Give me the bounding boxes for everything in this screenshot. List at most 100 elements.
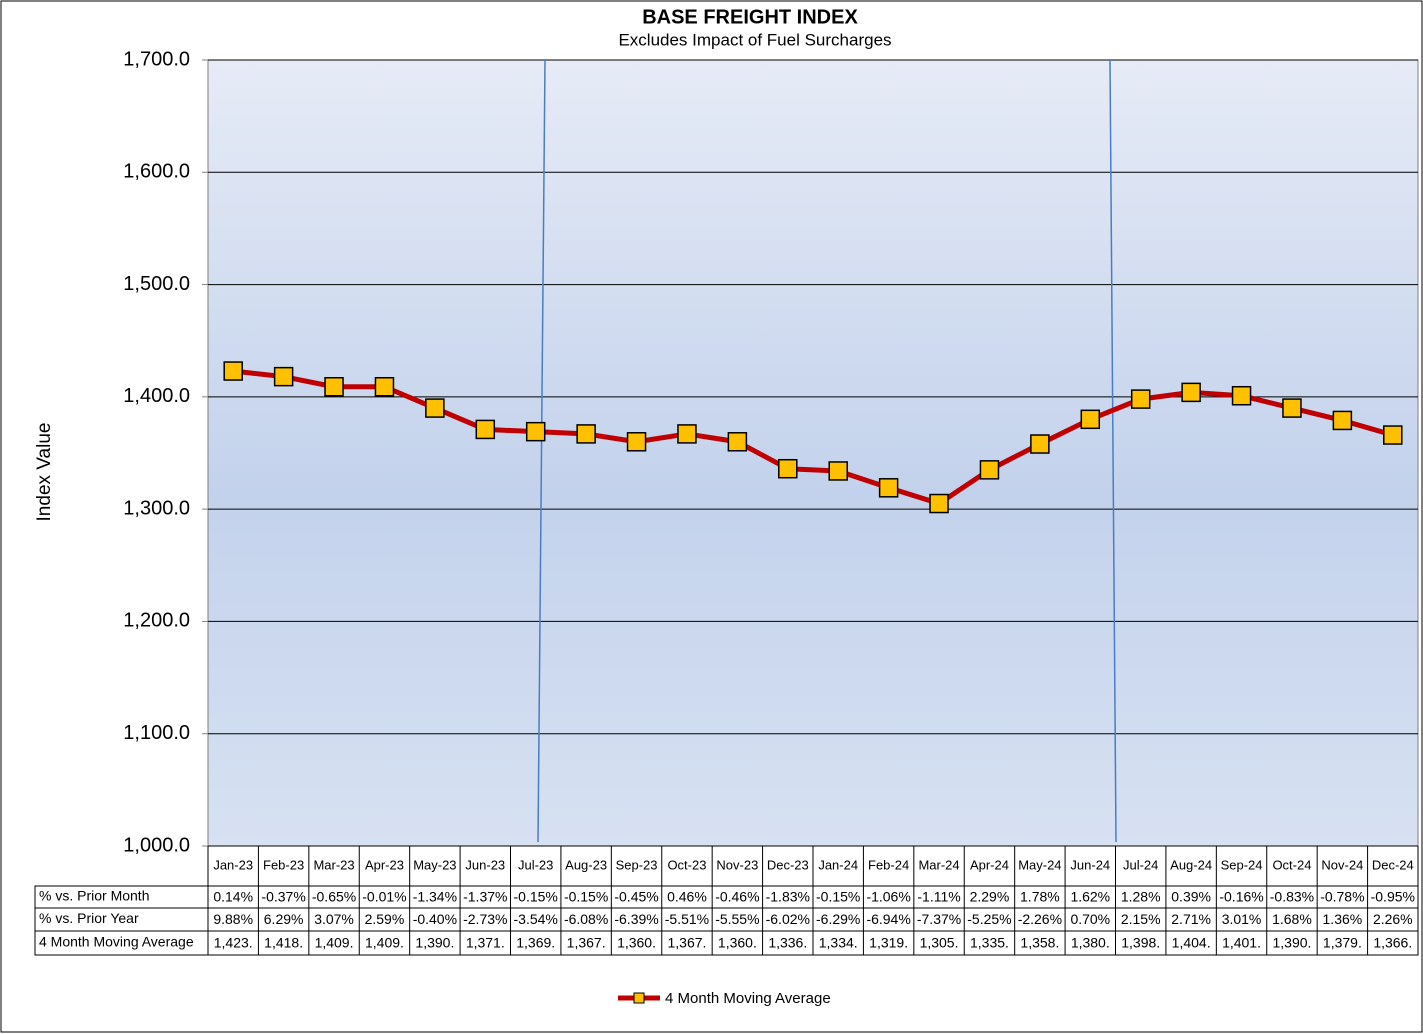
x-tick-label: Apr-23 <box>365 857 404 872</box>
marker <box>273 366 294 387</box>
table-cell: 2.29% <box>970 889 1010 905</box>
legend-label: 4 Month Moving Average <box>665 990 831 1007</box>
marker <box>223 361 243 381</box>
x-tick-label: Jul-24 <box>1123 857 1158 872</box>
y-tick-label: 1,000.0 <box>123 834 190 856</box>
x-tick-label: Jan-24 <box>818 857 858 872</box>
table-cell: 1.78% <box>1020 889 1060 905</box>
marker <box>727 432 748 452</box>
table-cell: 1,409. <box>365 935 404 951</box>
table-cell: -0.40% <box>413 911 457 927</box>
table-row-label: 4 Month Moving Average <box>39 934 194 950</box>
table-cell: -1.83% <box>766 889 810 905</box>
y-tick-label: 1,600.0 <box>123 161 190 183</box>
x-tick-label: Aug-23 <box>565 857 607 872</box>
table-cell: -0.16% <box>1219 889 1263 905</box>
marker <box>1332 410 1353 431</box>
x-tick-label: Dec-24 <box>1372 857 1414 872</box>
table-cell: -6.39% <box>614 911 658 927</box>
x-tick-label: Mar-24 <box>918 857 959 872</box>
x-tick-label: Feb-24 <box>868 857 909 872</box>
table-cell: 1,358. <box>1020 935 1059 951</box>
x-tick-label: Sep-23 <box>616 857 658 872</box>
y-tick-label: 1,400.0 <box>123 385 190 407</box>
table-cell: -0.37% <box>261 889 305 905</box>
table-cell: 0.70% <box>1070 911 1110 927</box>
table-cell: -0.95% <box>1371 889 1415 905</box>
table-cell: 3.01% <box>1222 911 1262 927</box>
table-cell: 1,319. <box>869 935 908 951</box>
table-cell: 1,398. <box>1121 935 1160 951</box>
table-cell: 1,409. <box>315 935 354 951</box>
x-tick-label: Nov-23 <box>716 857 758 872</box>
table-cell: -1.11% <box>917 889 960 905</box>
table-cell: 2.71% <box>1171 911 1211 927</box>
table-cell: -0.65% <box>312 889 356 905</box>
x-tick-label: Apr-24 <box>970 857 1009 872</box>
table-cell: -1.34% <box>413 889 457 905</box>
table-cell: -0.15% <box>816 889 860 905</box>
marker <box>1282 398 1302 418</box>
marker <box>525 421 546 442</box>
table-cell: 1,335. <box>970 935 1009 951</box>
table-cell: -6.29% <box>816 911 860 927</box>
table-row-label: % vs. Prior Month <box>39 888 149 904</box>
table-cell: -0.01% <box>362 889 406 905</box>
table-cell: 1,380. <box>1071 935 1110 951</box>
table-cell: -5.25% <box>967 911 1011 927</box>
table-cell: 1,390. <box>1272 935 1311 951</box>
marker <box>425 398 445 418</box>
marker <box>374 377 395 397</box>
marker <box>1231 385 1252 406</box>
marker <box>979 460 1000 480</box>
table-cell: 1,367. <box>567 935 606 951</box>
x-tick-label: Feb-23 <box>263 857 304 872</box>
x-tick-label: Jul-23 <box>518 857 553 872</box>
table-cell: -0.15% <box>564 889 608 905</box>
table-cell: 1,371. <box>466 935 505 951</box>
marker <box>1383 425 1403 445</box>
y-tick-label: 1,300.0 <box>123 497 190 519</box>
table-cell: 1,418. <box>264 935 303 951</box>
table-cell: 1,334. <box>819 935 858 951</box>
table-cell: 1.28% <box>1121 889 1161 905</box>
table-cell: 0.39% <box>1171 889 1211 905</box>
marker <box>626 432 647 452</box>
table-cell: 1,305. <box>920 935 959 951</box>
table-cell: 1,423. <box>214 935 253 951</box>
x-tick-label: Oct-23 <box>667 857 706 872</box>
chart-title: BASE FREIGHT INDEX <box>642 6 858 28</box>
table-cell: 0.14% <box>213 889 253 905</box>
x-tick-label: May-24 <box>1018 857 1061 872</box>
table-cell: 1,366. <box>1373 935 1412 951</box>
x-tick-label: Nov-24 <box>1321 857 1363 872</box>
y-axis-label: Index Value <box>34 423 55 522</box>
table-cell: -2.73% <box>463 911 507 927</box>
table-cell: -5.51% <box>665 911 709 927</box>
y-tick-label: 1,200.0 <box>123 610 190 632</box>
table-cell: 1,401. <box>1222 935 1261 951</box>
table-cell: -6.08% <box>564 911 608 927</box>
x-tick-label: Jan-23 <box>213 857 253 872</box>
x-tick-label: May-23 <box>413 857 456 872</box>
plot-area <box>207 59 1419 847</box>
table-row-label: % vs. Prior Year <box>39 910 139 926</box>
table-cell: -0.78% <box>1320 889 1364 905</box>
table-cell: 3.07% <box>314 911 354 927</box>
table-cell: -3.54% <box>514 911 558 927</box>
x-tick-label: Jun-24 <box>1070 857 1110 872</box>
marker <box>1030 434 1050 454</box>
marker <box>576 424 596 444</box>
marker <box>1181 382 1201 403</box>
x-tick-label: Dec-23 <box>767 857 809 872</box>
table-cell: 9.88% <box>213 911 253 927</box>
table-cell: 6.29% <box>264 911 304 927</box>
table-cell: -1.06% <box>866 889 910 905</box>
legend-marker <box>633 992 645 1004</box>
y-tick-label: 1,100.0 <box>123 722 190 744</box>
table-cell: -6.02% <box>766 911 810 927</box>
x-tick-label: Oct-24 <box>1272 857 1311 872</box>
table-cell: -0.45% <box>614 889 658 905</box>
table-cell: 1,404. <box>1172 935 1211 951</box>
table-cell: 1.36% <box>1323 911 1363 927</box>
